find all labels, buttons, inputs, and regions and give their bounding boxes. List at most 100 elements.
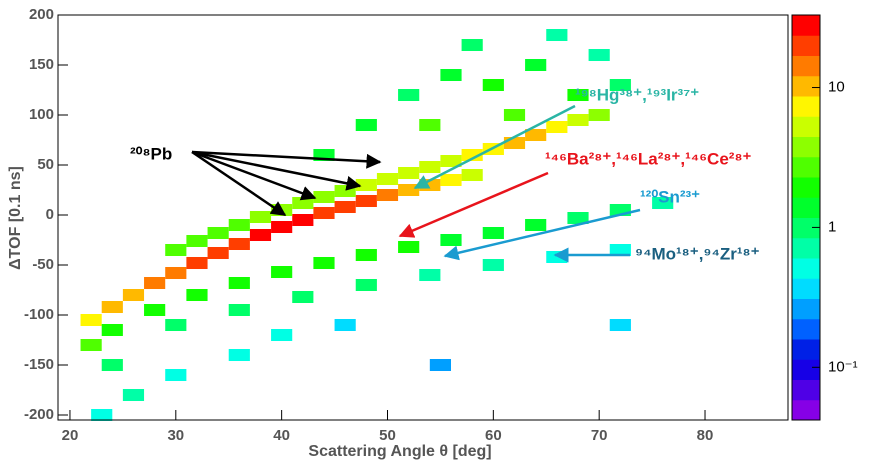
heatmap-cell xyxy=(546,251,568,263)
x-tick-label: 20 xyxy=(62,427,79,444)
color-band xyxy=(792,156,820,178)
annotations: ²⁰⁸Pb ¹⁹⁸Hg³⁸⁺,¹⁹³Ir³⁷⁺ ¹⁴⁶Ba²⁸⁺,¹⁴⁶La²⁸… xyxy=(130,85,760,263)
heatmap-cell xyxy=(228,238,250,250)
heatmap-cell xyxy=(355,249,377,261)
z-tick-label: 1 xyxy=(828,218,836,235)
heatmap-cell xyxy=(313,257,335,269)
heatmap-cell xyxy=(122,289,145,301)
x-tick-label: 80 xyxy=(697,427,714,444)
heatmap-cell xyxy=(186,289,208,301)
heatmap-cell xyxy=(567,212,589,224)
x-tick-label: 60 xyxy=(485,427,502,444)
heatmap-cell xyxy=(461,149,483,161)
heatmap-cell xyxy=(482,79,504,91)
arrow xyxy=(191,150,382,169)
color-band xyxy=(792,15,820,36)
y-tick-label: -200 xyxy=(24,406,54,423)
annotation: ⁹⁴Mo¹⁸⁺,⁹⁴Zr¹⁸⁺ xyxy=(635,244,760,263)
heatmap-cell xyxy=(249,211,272,223)
color-band xyxy=(792,379,820,401)
x-axis-title: Scattering Angle θ [deg] xyxy=(308,443,491,460)
color-band xyxy=(792,278,820,299)
z-tick-label: 10⁻¹ xyxy=(828,358,858,375)
x-tick-label: 40 xyxy=(273,427,290,444)
heatmap-cell xyxy=(292,291,314,303)
heatmap-cell xyxy=(101,324,123,336)
heatmap-cell xyxy=(567,89,589,101)
heatmap-cell xyxy=(271,266,293,278)
heatmap-cell xyxy=(609,319,631,331)
annotation: ¹⁹⁸Hg³⁸⁺,¹⁹³Ir³⁷⁺ xyxy=(575,85,699,104)
color-band xyxy=(792,339,820,360)
heatmap-cell xyxy=(609,79,631,91)
heatmap-cell xyxy=(334,201,356,213)
heatmap-cell xyxy=(398,184,420,196)
annotation: ¹²⁰Sn²³⁺ xyxy=(640,187,700,206)
heatmap-cell xyxy=(440,155,462,167)
heatmap-cell xyxy=(292,214,314,226)
x-tick-label: 50 xyxy=(379,427,396,444)
heatmap-cell xyxy=(165,319,187,331)
heatmap-cell xyxy=(186,257,208,269)
x-tick-label: 30 xyxy=(167,427,184,444)
heatmap-cell xyxy=(440,174,462,186)
color-band xyxy=(792,96,820,117)
heatmap-cell xyxy=(144,277,166,289)
heatmap-cell xyxy=(588,49,610,61)
heatmap-cell xyxy=(503,137,526,149)
y-axis-title: ΔTOF [0.1 ns] xyxy=(7,166,24,270)
y-tick-label: 50 xyxy=(37,156,54,173)
heatmap-cell xyxy=(376,173,399,185)
heatmap-cell xyxy=(249,229,272,241)
y-tick-label: -100 xyxy=(24,306,54,323)
heatmap-cell xyxy=(503,109,526,121)
heatmap-cell xyxy=(440,234,462,246)
heatmap-cell xyxy=(101,301,123,313)
heatmap-cell xyxy=(228,219,250,231)
heatmap-cell xyxy=(419,119,441,131)
heatmap-cell xyxy=(588,109,610,121)
heatmap-cell xyxy=(91,409,113,421)
arrow xyxy=(191,150,317,201)
heatmap-cell xyxy=(525,129,547,141)
color-band xyxy=(792,35,820,56)
color-band xyxy=(792,258,820,279)
color-band xyxy=(792,318,820,340)
color-band xyxy=(792,359,820,380)
arrow xyxy=(413,104,576,190)
heatmap-cell xyxy=(609,244,631,256)
arrow xyxy=(443,208,641,261)
z-tick-label: 10 xyxy=(828,79,845,96)
arrow xyxy=(191,150,287,217)
heatmap-cell xyxy=(482,259,504,271)
heatmap-cell xyxy=(398,241,420,253)
heatmap-cell xyxy=(461,169,483,181)
arrow xyxy=(191,150,362,191)
heatmap-cell xyxy=(80,339,102,351)
y-tick-label: -50 xyxy=(32,256,54,273)
annotation: ¹⁴⁶Ba²⁸⁺,¹⁴⁶La²⁸⁺,¹⁴⁶Ce²⁸⁺ xyxy=(545,149,751,168)
heatmap-cell xyxy=(546,121,568,133)
heatmap-cell xyxy=(355,195,377,207)
color-frame xyxy=(791,14,821,421)
heatmap-cell xyxy=(355,279,377,291)
heatmap-cell xyxy=(567,114,589,126)
heatmap-cell xyxy=(355,119,377,131)
color-band xyxy=(792,136,820,158)
arrow xyxy=(398,171,549,238)
y-tick-label: -150 xyxy=(24,356,54,373)
heatmap-cell xyxy=(525,219,547,231)
y-tick-label: 0 xyxy=(46,206,54,223)
heatmap-cell xyxy=(419,269,441,281)
heatmap-cell xyxy=(546,29,568,41)
heatmap-cell xyxy=(440,69,462,81)
heatmap-cell xyxy=(292,197,314,209)
color-band xyxy=(792,75,820,97)
heatmap-cell xyxy=(271,329,293,341)
plot-frame xyxy=(57,14,789,421)
heatmap-cell xyxy=(652,197,674,209)
y-tick-label: 100 xyxy=(29,106,54,123)
x-tick-label: 70 xyxy=(591,427,608,444)
color-band xyxy=(792,298,820,320)
heatmap-cell xyxy=(271,221,293,233)
